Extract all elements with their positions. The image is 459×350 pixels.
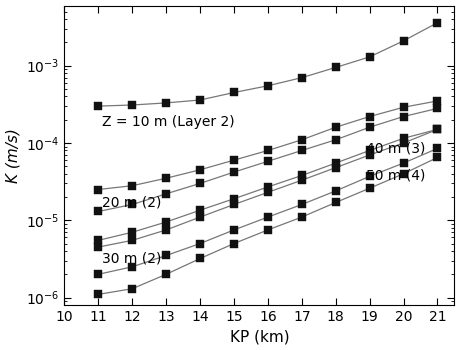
Text: 40 m (3): 40 m (3) (365, 141, 425, 155)
X-axis label: KP (km): KP (km) (229, 329, 289, 344)
Text: Z = 10 m (Layer 2): Z = 10 m (Layer 2) (101, 116, 234, 130)
Text: 30 m (2): 30 m (2) (101, 252, 161, 266)
Y-axis label: K (m/s): K (m/s) (6, 128, 21, 183)
Text: 50 m (4): 50 m (4) (365, 168, 425, 182)
Text: 20 m (2): 20 m (2) (101, 195, 161, 209)
